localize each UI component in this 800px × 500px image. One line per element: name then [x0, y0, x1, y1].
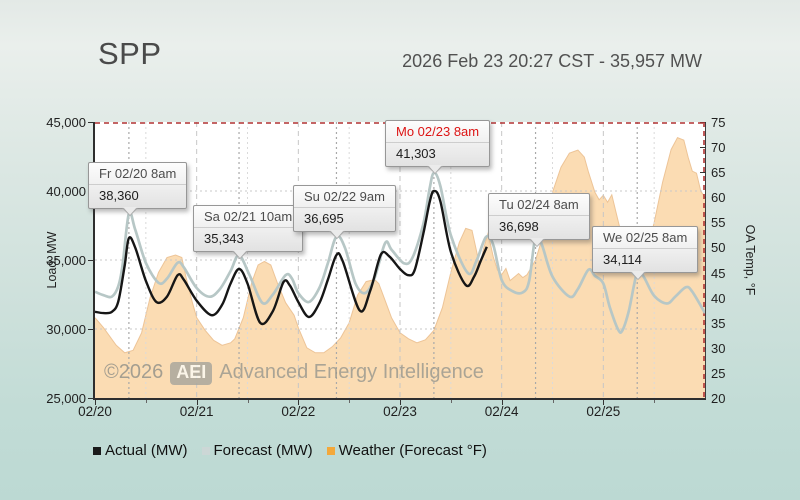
x-minor-tick-mark — [654, 400, 656, 403]
actual-line — [95, 189, 488, 326]
y-tick-label-temp: 45 — [711, 265, 726, 281]
legend-item-forecast[interactable]: Forecast (MW) — [201, 442, 313, 459]
x-tick-label: 02/21 — [179, 404, 214, 419]
peak-tooltip-value: 38,360 — [99, 188, 139, 203]
y-tick-label-temp: 30 — [711, 340, 726, 356]
y-tick-mark-temp — [700, 172, 706, 174]
legend-item-actual[interactable]: Actual (MW) — [93, 442, 188, 459]
y-tick-label-temp: 65 — [711, 165, 726, 181]
legend-label-forecast: Forecast (MW) — [213, 442, 313, 459]
legend-label-actual: Actual (MW) — [105, 442, 188, 459]
tooltip-pointer-icon — [121, 207, 138, 216]
peak-tooltip[interactable]: Sa 02/21 10am 35,343 — [193, 205, 304, 259]
weather-area-edge — [95, 136, 705, 354]
peak-tooltip[interactable]: Su 02/22 9am 36,695 — [293, 185, 396, 239]
tooltip-pointer-icon — [329, 230, 346, 239]
x-tick-label: 02/24 — [484, 404, 519, 419]
x-tick-mark — [298, 400, 300, 405]
x-minor-tick-mark — [552, 400, 554, 403]
y-axis-line-right — [705, 122, 706, 398]
y-tick-mark-load — [88, 329, 95, 330]
x-axis-line — [93, 398, 706, 400]
x-tick-mark — [400, 400, 401, 405]
peak-tooltip-value: 34,114 — [603, 252, 642, 267]
peak-tooltip-value: 41,303 — [396, 146, 436, 161]
y-tick-label-temp: 25 — [711, 365, 726, 381]
legend-label-weather: Weather (Forecast °F) — [338, 442, 487, 459]
peak-tooltip-title: Su 02/22 9am — [294, 186, 395, 208]
x-tick-label: 02/23 — [383, 404, 417, 419]
y-tick-mark-temp — [700, 147, 706, 149]
peak-tooltip-value: 36,698 — [499, 219, 539, 234]
y-tick-label-temp: 55 — [711, 215, 726, 231]
x-tick-mark — [603, 400, 605, 405]
x-tick-mark — [501, 400, 503, 405]
page-title: SPP — [98, 36, 162, 71]
peak-tooltip[interactable]: We 02/25 8am 34,114 — [592, 226, 699, 280]
x-minor-tick-mark — [349, 400, 351, 403]
forecast-series-marker — [201, 446, 210, 455]
peak-tooltip-title: Tu 02/24 8am — [489, 194, 589, 216]
tooltip-pointer-icon — [630, 271, 647, 280]
peak-tooltip-title: We 02/25 8am — [593, 227, 698, 249]
x-tick-label: 02/20 — [78, 404, 112, 419]
forecast-line — [95, 171, 705, 335]
y-tick-mark-temp — [700, 398, 706, 399]
y-axis-title-temp: OA Temp, °F — [743, 224, 757, 296]
y-tick-label-load: 25,000 — [46, 391, 86, 406]
current-time-load-readout: 2026 Feb 23 20:27 CST - 35,957 MW — [402, 51, 702, 71]
x-tick-label: 02/25 — [586, 404, 621, 419]
peak-tooltip-title: Sa 02/21 10am — [194, 206, 303, 228]
y-tick-label-temp: 50 — [711, 240, 726, 256]
y-tick-label-temp: 70 — [711, 140, 726, 156]
y-tick-label-temp: 75 — [711, 115, 726, 130]
chart-legend: Actual (MW) Forecast (MW) Weather (Forec… — [93, 442, 501, 459]
tooltip-pointer-icon — [232, 250, 249, 259]
y-tick-mark-load — [88, 398, 95, 399]
watermark-text: Advanced Energy Intelligence — [219, 361, 484, 383]
peak-tooltip-value: 36,695 — [304, 211, 344, 226]
actual-series-marker — [93, 446, 101, 455]
peak-tooltip-value: 35,343 — [204, 231, 244, 246]
y-tick-mark-load — [88, 260, 95, 261]
watermark-copyright: ©2026 — [104, 361, 164, 383]
x-tick-mark — [196, 400, 198, 405]
tooltip-pointer-icon — [528, 238, 545, 247]
x-minor-tick-mark — [145, 400, 147, 403]
x-tick-label: 02/22 — [281, 404, 316, 419]
y-tick-label-load: 30,000 — [46, 322, 86, 337]
y-tick-label-temp: 60 — [711, 190, 726, 206]
x-tick-mark — [95, 400, 96, 405]
y-tick-label-temp: 20 — [711, 391, 726, 406]
y-tick-label-temp: 40 — [711, 290, 726, 306]
watermark: ©2026 AEI Advanced Energy Intelligence — [104, 361, 484, 385]
y-tick-label-load: 45,000 — [46, 115, 86, 130]
peak-tooltip[interactable]: Mo 02/23 8am 41,303 — [385, 120, 491, 174]
y-tick-mark-load — [88, 122, 95, 123]
peak-tooltip[interactable]: Tu 02/24 8am 36,698 — [488, 193, 590, 247]
y-tick-label-temp: 35 — [711, 315, 726, 331]
x-minor-tick-mark — [247, 400, 249, 403]
x-minor-tick-mark — [450, 400, 452, 403]
aei-logo: AEI — [170, 362, 213, 385]
y-tick-label-load: 40,000 — [46, 184, 86, 199]
tooltip-pointer-icon — [426, 165, 443, 174]
weather-series-marker — [326, 446, 335, 455]
legend-item-weather[interactable]: Weather (Forecast °F) — [326, 442, 487, 459]
y-tick-label-load: 35,000 — [46, 253, 86, 268]
peak-tooltip[interactable]: Fr 02/20 8am 38,360 — [88, 162, 188, 216]
peak-tooltip-title: Fr 02/20 8am — [89, 163, 187, 185]
y-axis-line-left — [93, 122, 95, 400]
peak-tooltip-title: Mo 02/23 8am — [386, 121, 490, 143]
